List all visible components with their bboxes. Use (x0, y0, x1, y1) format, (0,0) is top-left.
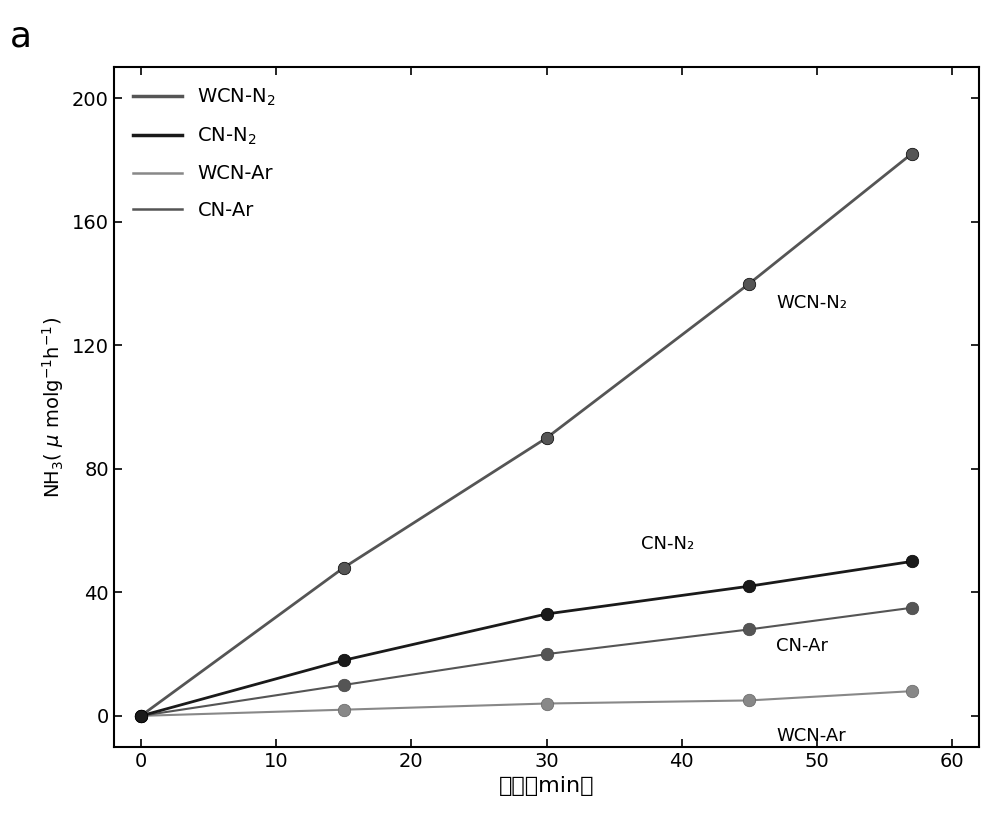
CN-N$_2$ (906, 556, 918, 566)
Line: WCN-Ar: WCN-Ar (135, 685, 918, 722)
Legend: WCN-N$_2$, CN-N$_2$, WCN-Ar, CN-Ar: WCN-N$_2$, CN-N$_2$, WCN-Ar, CN-Ar (124, 77, 286, 230)
CN-N$_2$ (540, 609, 552, 618)
X-axis label: 时间（min）: 时间（min） (499, 776, 594, 797)
WCN-Ar (338, 705, 350, 715)
WCN-Ar (906, 686, 918, 696)
CN-Ar (743, 624, 755, 634)
WCN-Ar (743, 695, 755, 705)
Text: CN-Ar: CN-Ar (776, 637, 828, 655)
WCN-N$_2$ (906, 149, 918, 158)
Text: a: a (10, 20, 32, 54)
WCN-N$_2$ (540, 433, 552, 443)
Text: WCN-Ar: WCN-Ar (776, 726, 846, 744)
CN-Ar (540, 650, 552, 659)
CN-N$_2$ (338, 655, 350, 665)
CN-N$_2$ (743, 581, 755, 591)
Text: CN-N₂: CN-N₂ (641, 535, 694, 553)
WCN-N$_2$ (135, 711, 147, 721)
Line: CN-Ar: CN-Ar (135, 601, 918, 722)
Line: CN-N$_2$: CN-N$_2$ (135, 556, 918, 722)
Text: WCN-N₂: WCN-N₂ (776, 294, 847, 312)
WCN-N$_2$ (338, 563, 350, 573)
CN-Ar (338, 680, 350, 690)
WCN-N$_2$ (743, 279, 755, 288)
CN-N$_2$ (135, 711, 147, 721)
CN-Ar (135, 711, 147, 721)
Y-axis label: NH$_3$( $\mu$ molg$^{-1}$h$^{-1}$): NH$_3$( $\mu$ molg$^{-1}$h$^{-1}$) (41, 316, 66, 498)
WCN-Ar (540, 699, 552, 708)
WCN-Ar (135, 711, 147, 721)
Line: WCN-N$_2$: WCN-N$_2$ (135, 148, 918, 722)
CN-Ar (906, 603, 918, 613)
